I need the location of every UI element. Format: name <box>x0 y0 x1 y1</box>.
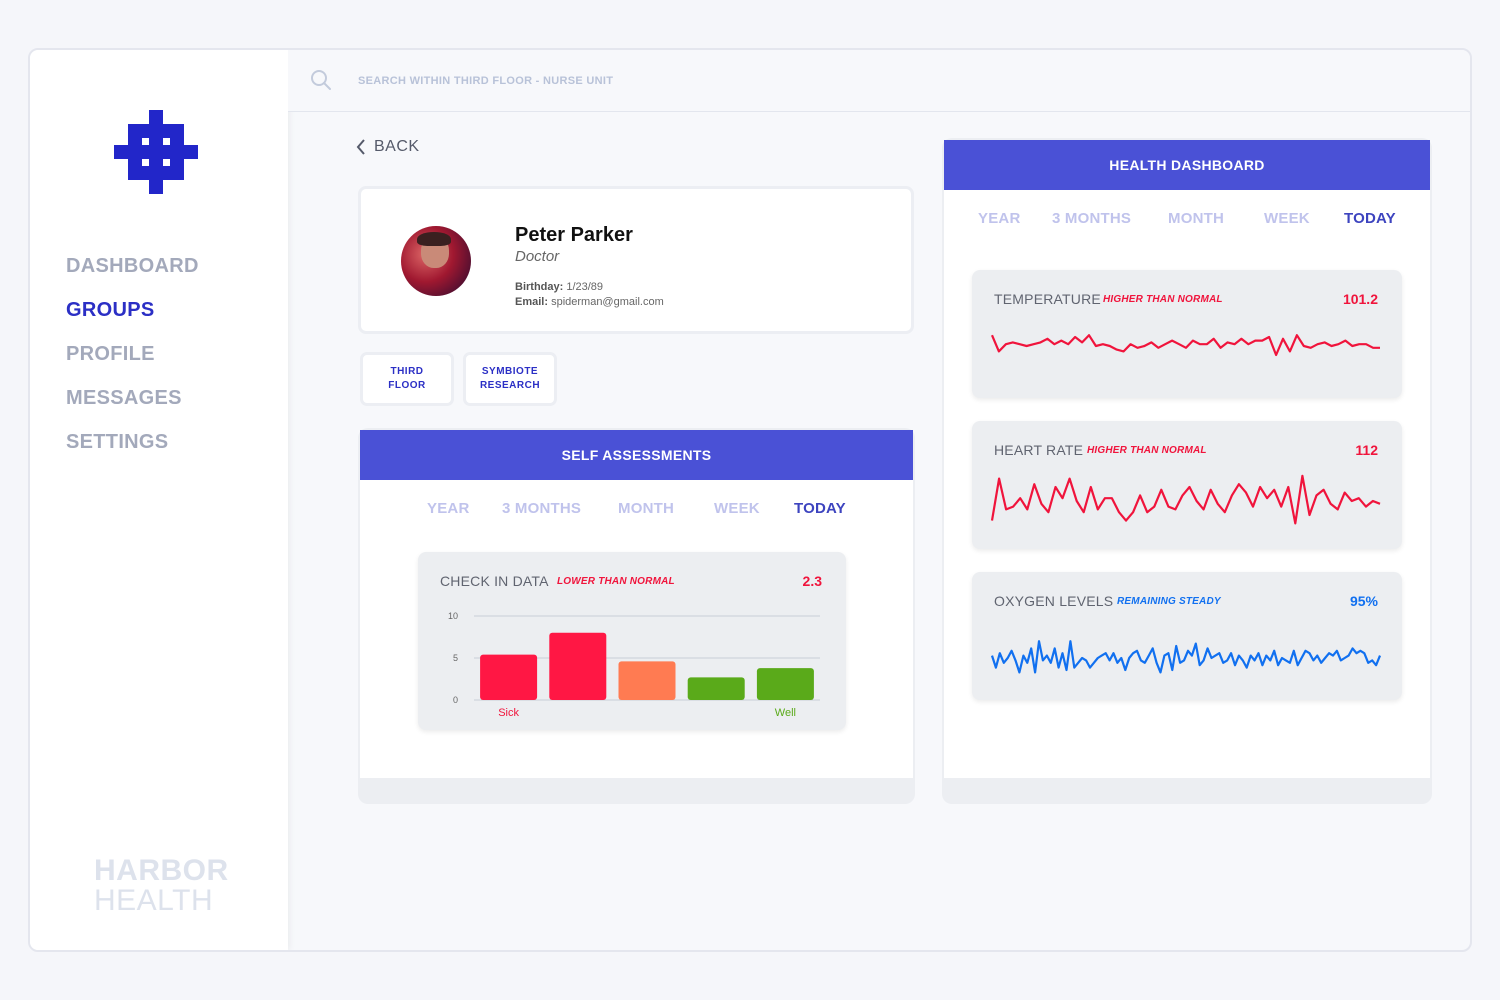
health-dashboard-panel: HEALTH DASHBOARD YEAR 3 MONTHS MONTH WEE… <box>944 140 1430 802</box>
sidebar-item-messages[interactable]: MESSAGES <box>66 387 182 409</box>
oxygen-levels-card: OXYGEN LEVELS REMAINING STEADY 95% <box>972 572 1402 700</box>
self-assessments-title: SELF ASSESSMENTS <box>360 430 913 480</box>
back-button[interactable]: BACK <box>356 138 420 156</box>
check-in-title: CHECK IN DATA <box>440 573 549 589</box>
brand-line-1: HARBOR <box>94 854 229 887</box>
tab-week[interactable]: WEEK <box>1264 210 1310 227</box>
y-tick-label: 0 <box>453 695 458 705</box>
tag-symbiote-research[interactable]: SYMBIOTE RESEARCH <box>463 352 557 406</box>
heart-rate-card: HEART RATE HIGHER THAN NORMAL 112 <box>972 421 1402 549</box>
chevron-left-icon <box>356 139 365 155</box>
tab-today[interactable]: TODAY <box>1344 210 1396 227</box>
heart-rate-sparkline <box>990 474 1381 525</box>
self-assessments-panel: SELF ASSESSMENTS YEAR 3 MONTHS MONTH WEE… <box>360 430 913 802</box>
sidebar-item-dashboard[interactable]: DASHBOARD <box>66 255 199 277</box>
tag-line-2: FLOOR <box>388 380 426 391</box>
email-value: spiderman@gmail.com <box>551 296 664 308</box>
tag-line-1: SYMBIOTE <box>481 366 539 377</box>
back-label: BACK <box>374 138 420 155</box>
profile-birthday: Birthday: 1/23/89 <box>515 281 603 293</box>
brand-line-2: HEALTH <box>94 884 214 917</box>
tag-third-floor[interactable]: THIRD FLOOR <box>360 352 454 406</box>
profile-role: Doctor <box>515 248 560 265</box>
tab-month[interactable]: MONTH <box>1168 210 1224 227</box>
oxygen-levels-value: 95% <box>1349 593 1378 609</box>
app-window: DASHBOARD GROUPS PROFILE MESSAGES SETTIN… <box>28 48 1472 952</box>
temperature-status: HIGHER THAN NORMAL <box>1103 294 1223 305</box>
sparkline-series <box>990 334 1380 357</box>
tag-line-2: RESEARCH <box>479 380 541 391</box>
avatar <box>401 226 471 296</box>
sidebar-item-groups[interactable]: GROUPS <box>66 299 155 321</box>
tab-today[interactable]: TODAY <box>794 500 846 517</box>
birthday-value: 1/23/89 <box>566 281 604 293</box>
sidebar-item-profile[interactable]: PROFILE <box>66 343 155 365</box>
heart-rate-title: HEART RATE <box>994 442 1084 458</box>
heart-rate-value: 112 <box>1355 442 1378 458</box>
search-icon[interactable] <box>310 69 332 91</box>
profile-email: Email: spiderman@gmail.com <box>515 296 664 308</box>
sidebar-nav: DASHBOARD GROUPS PROFILE MESSAGES SETTIN… <box>66 254 199 474</box>
oxygen-levels-title: OXYGEN LEVELS <box>994 593 1114 609</box>
sparkline-series <box>990 640 1382 674</box>
x-tick-label: Well <box>775 707 796 719</box>
bar <box>480 654 538 700</box>
harbor-health-logo-icon <box>114 110 198 194</box>
temperature-card: TEMPERATURE HIGHER THAN NORMAL 101.2 <box>972 270 1402 398</box>
tab-3-months[interactable]: 3 MONTHS <box>502 500 582 517</box>
tab-year[interactable]: YEAR <box>978 210 1021 227</box>
x-tick-label: Sick <box>498 707 519 719</box>
temperature-value: 101.2 <box>1342 291 1378 307</box>
birthday-label: Birthday: <box>515 281 564 293</box>
check-in-status: LOWER THAN NORMAL <box>557 576 675 587</box>
sidebar-item-settings[interactable]: SETTINGS <box>66 431 169 453</box>
brand-wordmark: HARBOR HEALTH <box>94 856 229 916</box>
top-search-bar <box>288 50 1470 112</box>
heart-rate-status: HIGHER THAN NORMAL <box>1087 445 1207 456</box>
tab-week[interactable]: WEEK <box>714 500 760 517</box>
check-in-bar-chart: 0 5 10 Sick Well <box>448 611 820 719</box>
tab-3-months[interactable]: 3 MONTHS <box>1052 210 1132 227</box>
y-tick-label: 10 <box>448 611 458 621</box>
tab-year[interactable]: YEAR <box>427 500 470 517</box>
bar <box>687 677 745 700</box>
search-input[interactable] <box>358 72 858 90</box>
bar <box>618 661 676 700</box>
profile-card: Peter Parker Doctor Birthday: 1/23/89 Em… <box>358 186 914 334</box>
bar <box>549 632 607 700</box>
sidebar: DASHBOARD GROUPS PROFILE MESSAGES SETTIN… <box>30 50 288 950</box>
tab-month[interactable]: MONTH <box>618 500 674 517</box>
check-in-data-card: CHECK IN DATA LOWER THAN NORMAL 2.3 0 5 10… <box>418 552 846 730</box>
temperature-title: TEMPERATURE <box>994 291 1101 307</box>
oxygen-levels-sparkline <box>990 640 1382 674</box>
check-in-value: 2.3 <box>802 573 822 589</box>
email-label: Email: <box>515 296 549 308</box>
tag-line-1: THIRD <box>390 366 424 377</box>
temperature-sparkline <box>990 334 1380 357</box>
health-dashboard-title: HEALTH DASHBOARD <box>944 140 1430 190</box>
profile-name: Peter Parker <box>515 224 633 246</box>
bar <box>756 668 814 700</box>
sparkline-series <box>990 474 1381 525</box>
y-tick-label: 5 <box>453 653 458 663</box>
oxygen-levels-status: REMAINING STEADY <box>1117 596 1221 607</box>
